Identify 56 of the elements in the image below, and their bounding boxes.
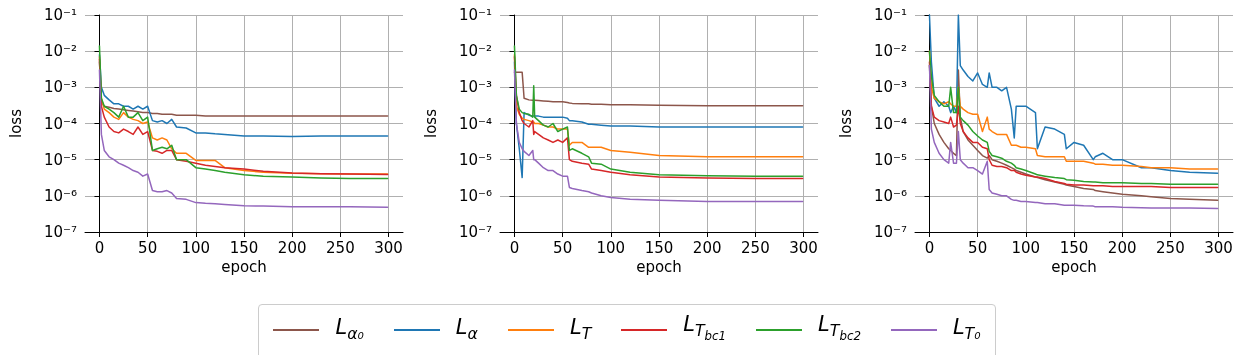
- x-tick-label: 250: [326, 238, 355, 257]
- x-axis-title: epoch: [1051, 258, 1097, 277]
- x-tick-label: 100: [596, 238, 626, 257]
- y-tick-label: 10⁻²: [458, 42, 492, 61]
- y-tick-label: 10⁻⁶: [458, 186, 492, 205]
- x-tick-label: 300: [1204, 238, 1233, 257]
- y-tick-label: 10⁻⁶: [43, 186, 77, 205]
- x-tick-label: 100: [1011, 238, 1041, 257]
- legend-label: L$_{α}$: [455, 313, 478, 345]
- x-axis-title: epoch: [221, 258, 267, 277]
- x-tick-label: 200: [1107, 238, 1137, 257]
- y-tick-label: 10⁻⁶: [873, 186, 907, 205]
- x-tick-label: 150: [644, 238, 674, 257]
- y-tick-label: 10⁻¹: [43, 6, 77, 24]
- y-tick-label: 10⁻⁴: [873, 114, 907, 133]
- y-tick-label: 10⁻⁷: [458, 223, 492, 241]
- x-tick-label: 0: [924, 238, 935, 257]
- y-tick-label: 10⁻⁴: [458, 114, 492, 133]
- y-tick-label: 10⁻⁵: [873, 150, 907, 169]
- y-tick-label: 10⁻³: [873, 78, 907, 97]
- y-axis-title: loss: [836, 108, 855, 138]
- y-tick-label: 10⁻³: [43, 78, 77, 97]
- x-tick-label: 50: [138, 238, 158, 257]
- line-series: [513, 71, 804, 107]
- y-axis-title: loss: [6, 108, 25, 138]
- y-tick-label: 10⁻¹: [873, 6, 907, 24]
- y-tick-label: 10⁻⁵: [43, 150, 77, 169]
- y-tick-label: 10⁻²: [873, 42, 907, 61]
- x-tick-label: 150: [1059, 238, 1089, 257]
- legend-label: L$_{T₀}$: [952, 313, 981, 345]
- x-tick-label: 0: [509, 238, 520, 257]
- legend-label: L$_{α₀}$: [335, 313, 364, 345]
- x-tick-label: 200: [277, 238, 307, 257]
- x-tick-label: 50: [968, 238, 988, 257]
- y-tick-label: 10⁻⁷: [43, 223, 77, 241]
- line-series: [513, 69, 804, 203]
- x-tick-label: 200: [692, 238, 722, 257]
- x-tick-label: 250: [741, 238, 770, 257]
- y-tick-label: 10⁻²: [43, 42, 77, 61]
- x-tick-label: 0: [94, 238, 105, 257]
- y-tick-label: 10⁻⁷: [873, 223, 907, 241]
- line-series: [928, 14, 1219, 175]
- x-tick-label: 300: [374, 238, 403, 257]
- line-series: [98, 69, 389, 209]
- x-tick-label: 250: [1156, 238, 1185, 257]
- legend-label: L$_{T}$: [569, 313, 592, 345]
- y-axis-title: loss: [421, 108, 440, 138]
- x-tick-label: 50: [553, 238, 573, 257]
- y-tick-label: 10⁻⁵: [458, 150, 492, 169]
- x-axis-title: epoch: [636, 258, 682, 277]
- x-tick-label: 100: [181, 238, 211, 257]
- x-tick-label: 300: [789, 238, 818, 257]
- y-tick-label: 10⁻⁴: [43, 114, 77, 133]
- y-tick-label: 10⁻³: [458, 78, 492, 97]
- y-tick-label: 10⁻¹: [458, 6, 492, 24]
- x-tick-label: 150: [229, 238, 259, 257]
